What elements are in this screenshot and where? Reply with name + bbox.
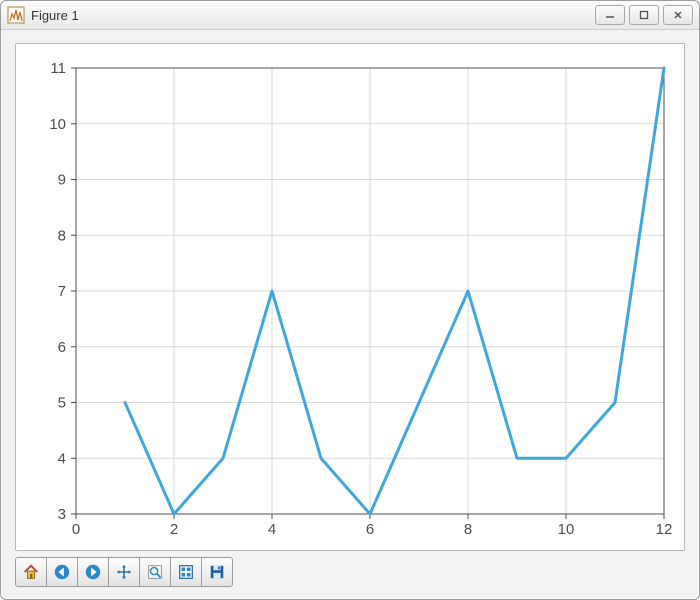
- back-button[interactable]: [46, 557, 78, 587]
- minimize-button[interactable]: [595, 5, 625, 25]
- svg-text:8: 8: [464, 521, 472, 538]
- svg-text:8: 8: [58, 227, 66, 244]
- line-chart: 0 2 4 6 8 10 12 3 4 5 6 7 8 9 10 11: [16, 44, 684, 550]
- nav-toolbar: [15, 557, 233, 587]
- title-bar: Figure 1: [1, 1, 699, 30]
- svg-text:2: 2: [170, 521, 178, 538]
- svg-text:10: 10: [558, 521, 575, 538]
- svg-text:4: 4: [268, 521, 276, 538]
- svg-text:0: 0: [72, 521, 80, 538]
- svg-text:11: 11: [50, 60, 66, 77]
- app-icon: [7, 6, 25, 24]
- svg-text:3: 3: [58, 506, 66, 523]
- pan-button[interactable]: [108, 557, 140, 587]
- plot-area: 0 2 4 6 8 10 12 3 4 5 6 7 8 9 10 11: [15, 43, 685, 551]
- svg-text:6: 6: [366, 521, 374, 538]
- save-button[interactable]: [201, 557, 233, 587]
- forward-button[interactable]: [77, 557, 109, 587]
- svg-text:5: 5: [58, 395, 66, 412]
- svg-text:12: 12: [656, 521, 673, 538]
- window-controls: [595, 5, 693, 25]
- svg-text:10: 10: [49, 116, 66, 133]
- window-title: Figure 1: [31, 8, 589, 23]
- configure-button[interactable]: [170, 557, 202, 587]
- zoom-button[interactable]: [139, 557, 171, 587]
- svg-text:7: 7: [58, 283, 66, 300]
- close-button[interactable]: [663, 5, 693, 25]
- maximize-button[interactable]: [629, 5, 659, 25]
- home-button[interactable]: [15, 557, 47, 587]
- svg-text:6: 6: [58, 339, 66, 356]
- figure-window: Figure 1 0 2 4 6 8 10 12 3 4 5 6 7 8 9 10 11: [0, 0, 700, 600]
- svg-text:4: 4: [58, 450, 66, 467]
- svg-text:9: 9: [58, 172, 66, 189]
